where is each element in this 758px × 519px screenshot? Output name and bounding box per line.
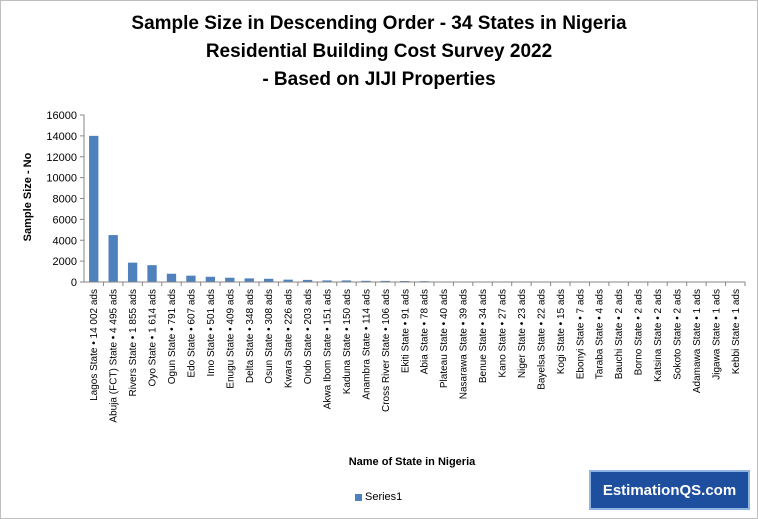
bar	[341, 280, 352, 282]
bar	[147, 265, 157, 282]
bar	[244, 278, 254, 282]
x-tick-label: Lagos State • 14 002 ads	[89, 289, 100, 401]
y-tick-label: 12000	[46, 152, 77, 164]
chart-title-line-2: Residential Building Cost Survey 2022	[205, 41, 553, 62]
bar	[166, 273, 177, 282]
x-axis-title: Name of State in Nigeria	[349, 456, 476, 468]
y-axis: 0 2000 4000 6000 8000 10000 12000 14000 16000	[46, 110, 85, 289]
y-tick-label: 8000	[53, 194, 77, 206]
x-tick-label: Kebbi State • 1 ads	[731, 289, 742, 374]
x-tick-label: Sokoto State • 2 ads	[672, 289, 683, 380]
x-tick-label: Anambra State • 114 ads	[361, 289, 372, 400]
x-tick-label: Adamawa State • 1 ads	[692, 289, 703, 393]
x-tick-label: Bauchi State • 2 ads	[614, 289, 625, 379]
bar	[380, 280, 391, 282]
x-tick-label: Osun State • 308 ads	[264, 289, 275, 384]
bars	[89, 135, 740, 282]
x-tick-label: Kano State • 27 ads	[497, 289, 508, 378]
y-axis-title: Sample Size - No	[22, 152, 34, 241]
y-tick-label: 2000	[53, 256, 77, 268]
y-tick-label: 0	[71, 277, 77, 289]
bar	[205, 276, 216, 282]
x-tick-label: Kogi State • 15 ads	[556, 289, 567, 374]
chart-title-line-3: - Based on JIJI Properties	[262, 69, 496, 90]
x-tick-label: Jigawa State • 1 ads	[711, 289, 722, 380]
legend: Series1	[355, 491, 402, 503]
x-tick-label: Abia State • 78 ads	[420, 289, 431, 374]
bar	[322, 280, 332, 282]
x-tick-label: Ebonyi State • 7 ads	[575, 289, 586, 379]
legend-label-series1: Series1	[365, 491, 403, 503]
brand-badge[interactable]: EstimationQS.com	[589, 470, 750, 510]
x-tick-label: Oyo State • 1 614 ads	[148, 289, 159, 386]
x-tick-label: Delta State • 348 ads	[245, 289, 256, 383]
x-tick-label: Kwara State • 226 ads	[284, 289, 295, 388]
x-tick-label: Ogun State • 791 ads	[167, 289, 178, 384]
chart-title: Sample Size in Descending Order - 34 Sta…	[0, 10, 758, 94]
y-tick-label: 14000	[46, 131, 77, 143]
bar	[361, 280, 371, 282]
y-tick-label: 16000	[46, 110, 77, 122]
x-tick-label: Abuja (FCT) State • 4 495 ads	[109, 289, 120, 423]
bar	[264, 278, 274, 282]
x-tick-label: Plateau State • 40 ads	[439, 289, 450, 388]
x-tick-label: Borno State • 2 ads	[634, 289, 645, 375]
x-tick-label: Bayelsa State • 22 ads	[536, 289, 547, 390]
chart-title-line-1: Sample Size in Descending Order - 34 Sta…	[131, 13, 627, 34]
x-tick-label: Ekiti State • 91 ads	[400, 289, 411, 373]
y-tick-label: 10000	[46, 173, 77, 185]
x-tick-label: Enugu State • 409 ads	[225, 289, 236, 389]
x-tick-label: Nasarawa State • 39 ads	[459, 289, 470, 399]
x-tick-label: Taraba State • 4 ads	[595, 289, 606, 379]
x-tick-label: Kaduna State • 150 ads	[342, 289, 353, 394]
x-tick-label: Rivers State • 1 855 ads	[128, 289, 139, 396]
bar	[225, 277, 235, 282]
x-tick-label: Ondo State • 203 ads	[303, 289, 314, 384]
x-tick-label: Katsina State • 2 ads	[653, 289, 664, 382]
bar	[302, 279, 313, 282]
x-axis: Lagos State • 14 002 ads Abuja (FCT) Stat…	[84, 281, 746, 423]
y-tick-label: 6000	[53, 214, 77, 226]
bar	[89, 135, 99, 282]
legend-swatch	[355, 493, 362, 501]
bar	[283, 279, 293, 282]
x-tick-label: Imo State • 501 ads	[206, 289, 217, 376]
bar	[186, 275, 196, 282]
x-tick-label: Niger State • 23 ads	[517, 289, 528, 378]
y-tick-label: 4000	[53, 235, 77, 247]
x-tick-label: Benue State • 34 ads	[478, 289, 489, 383]
bar	[108, 235, 118, 282]
bar	[127, 262, 138, 282]
x-tick-label: Edo State • 607 ads	[186, 289, 197, 378]
x-tick-label: Cross River State • 106 ads	[381, 289, 392, 412]
x-tick-label: Akwa Ibom State • 151 ads	[323, 289, 334, 409]
